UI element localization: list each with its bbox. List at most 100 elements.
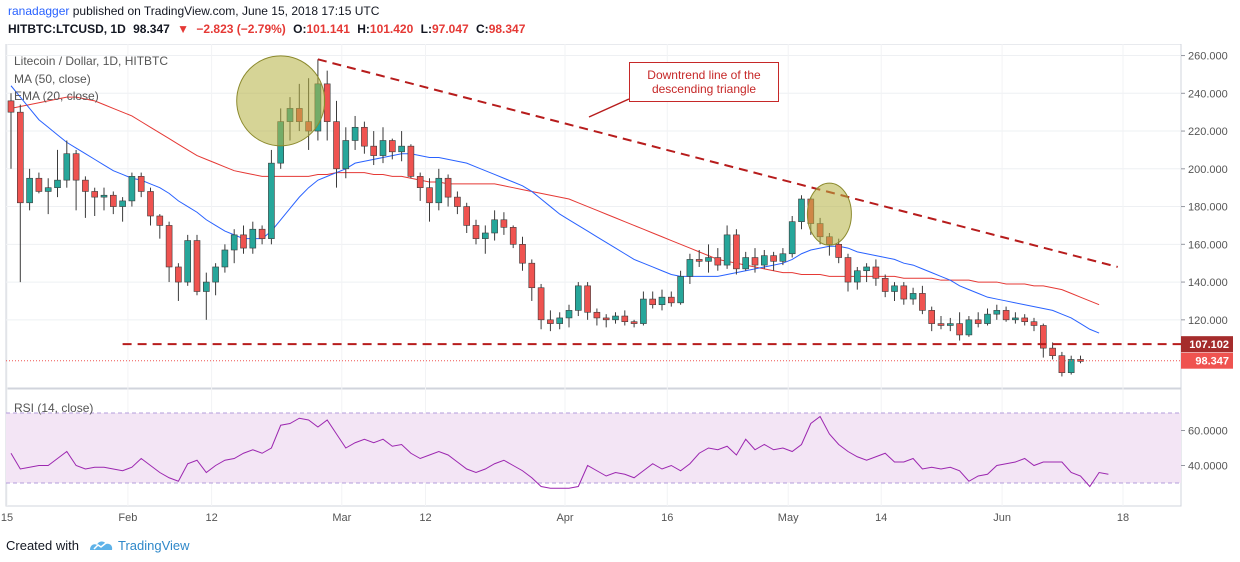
candle [1030,317,1038,332]
candle [1002,306,1010,322]
candle-body [667,296,675,304]
candle-body [1021,317,1029,323]
candle-body [509,227,517,245]
rsi-band [6,413,1181,483]
candle-body [779,253,787,262]
candle [547,310,554,332]
annotation-pointer [588,98,630,118]
price-tick-label: 180.000 [1188,202,1228,214]
candle-body [35,177,43,192]
candle [7,93,15,169]
close-label: C: [476,22,489,36]
candle-body [379,140,387,156]
candle [686,253,694,284]
candle [649,291,657,309]
downtrend-line [317,58,1118,268]
candle-body [203,281,210,292]
candle [537,283,545,330]
last-price-tag: 98.347 [1181,352,1233,369]
candle [984,308,991,326]
candle [426,178,433,222]
candle-body [872,266,880,279]
candle-body [946,323,954,326]
candle-body [1058,355,1066,373]
candle [221,244,229,273]
price-tick-label: 200.000 [1188,164,1228,176]
candle-body [500,219,508,228]
candle-body [798,198,805,222]
candle [388,138,396,160]
candle [993,304,1001,320]
candle [370,131,378,166]
candle [1058,351,1066,377]
candle-body [1030,321,1038,326]
open-label: O: [293,22,307,36]
low-value: 97.047 [431,22,469,36]
candle-body [249,228,257,249]
candle [937,316,945,330]
candle-body [100,194,108,198]
candle [900,282,908,305]
annotation-line-2: descending triangle [651,82,757,96]
candle-body [881,277,889,292]
candle-body [388,140,396,153]
candle [863,263,870,283]
candle-body [788,221,796,255]
candle [454,191,461,215]
candle [184,234,191,286]
candle-body [333,121,340,170]
candle [416,172,424,201]
candle [444,174,452,207]
tradingview-brand-link[interactable]: TradingView [118,538,190,553]
last-price-tag-bg [1181,352,1233,369]
candle [881,274,889,298]
candle-body [519,244,526,264]
candle [491,210,498,241]
price-tick-label: 160.000 [1188,239,1228,251]
candle [593,308,601,326]
candle-body [853,270,861,283]
candle [723,225,731,269]
candle [844,253,852,292]
time-tick-label: 15 [1,512,13,524]
candle-body [184,240,191,283]
created-with-label: Created with [6,538,79,553]
candle-body [593,311,601,319]
candle [100,187,108,211]
price-tick-label: 120.000 [1188,315,1228,327]
ema20-line [10,85,1100,334]
publisher-username[interactable]: ranadagger [8,4,70,18]
price-chart[interactable]: 120.000 140.000 160.000 180.000 200.000 220.0… [0,44,1240,528]
candle [677,270,684,305]
time-tick-label: Mar [332,512,351,524]
time-tick-label: 18 [1117,512,1129,524]
publisher-line: ranadagger published on TradingView.com,… [8,4,379,18]
candle [342,127,350,179]
candle-body [891,285,898,292]
legend-title: Litecoin / Dollar, 1D, HITBTC [14,54,169,68]
price-pane [5,44,1182,389]
candle [212,263,219,296]
candle [584,282,591,320]
candle-body [7,100,15,113]
candle [63,140,71,188]
last-price-tag-text: 98.347 [1195,356,1229,368]
candle-body [919,293,926,311]
candle [249,221,257,254]
candle [695,249,703,267]
candle-body [984,313,991,324]
candle-body [481,232,489,239]
down-arrow-icon: ▼ [177,22,190,36]
candle-body [705,257,712,262]
candle [35,172,43,194]
candle-body [1049,347,1056,356]
ma50-line [10,96,1100,306]
candle-body [128,176,136,202]
tradingview-logo-icon [90,541,113,550]
candle-body [416,176,424,188]
candle [268,149,275,245]
candle [798,195,805,230]
candle [193,234,201,296]
candle [853,266,861,290]
candle-body [733,234,740,270]
